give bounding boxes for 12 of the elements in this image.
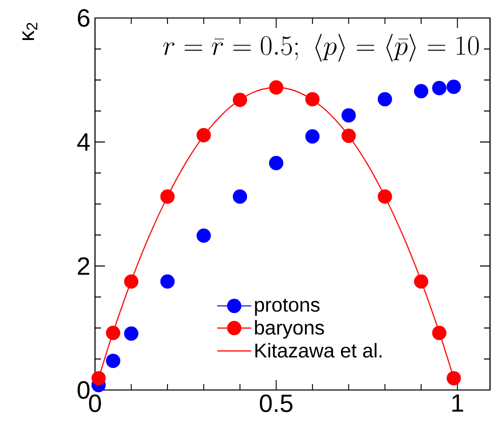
y-tick-label: 6 [78,9,90,27]
x-tick-label: 0 [89,394,101,412]
y-axis-title: κ$_{2}$ [22,22,38,40]
legend-label: protons [255,298,320,316]
x-tick-label: 1 [452,394,464,412]
annotation: $r = \bar{r} = 0.5;\ \langle p\rangle = \langle \bar{p}\rangle = 10$ [163,34,479,62]
x-tick-label: 0.5 [260,394,292,412]
legend-label: Kitazawa et al. [255,342,382,358]
y-tick-label: 4 [77,133,90,151]
y-tick-label: 2 [78,257,90,275]
y-tick-label: 0 [78,381,90,399]
legend-label: baryons [255,320,324,339]
